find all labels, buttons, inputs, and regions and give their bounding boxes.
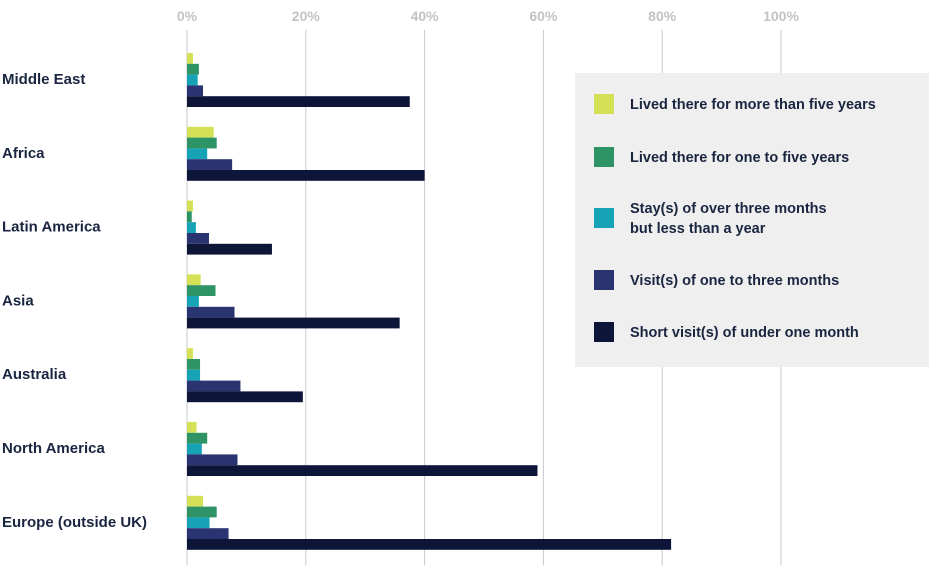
- bar: [187, 306, 235, 318]
- legend-swatch: [594, 147, 614, 167]
- bar: [187, 359, 201, 370]
- category-label: Europe (outside UK): [2, 514, 147, 531]
- legend-label: Lived there for more than five years: [630, 97, 876, 113]
- bar: [187, 391, 303, 403]
- bar: [187, 380, 241, 392]
- category-label: North America: [2, 440, 105, 457]
- category-labels: Middle East Africa Latin America Asia Austra…: [2, 71, 147, 531]
- bar: [187, 85, 204, 97]
- legend-label: Stay(s) of over three months: [630, 201, 827, 217]
- bar: [187, 63, 199, 75]
- x-tick-label: 80%: [648, 8, 677, 24]
- legend-label: Lived there for one to five years: [630, 150, 849, 166]
- legend-label: Visit(s) of one to three months: [630, 273, 839, 289]
- x-tick-label: 0%: [177, 8, 198, 24]
- bar: [187, 296, 199, 307]
- category-label: Middle East: [2, 71, 85, 88]
- bar: [187, 422, 197, 433]
- bars: [187, 53, 672, 550]
- bar: [187, 517, 210, 529]
- bar: [187, 243, 272, 255]
- x-tick-label: 20%: [292, 8, 321, 24]
- bar: [187, 454, 238, 466]
- bar: [187, 348, 193, 359]
- bar: [187, 528, 229, 539]
- legend-swatch: [594, 270, 614, 290]
- legend-background: [575, 73, 929, 367]
- category-label: Asia: [2, 292, 34, 309]
- bar: [187, 159, 233, 170]
- x-tick-label: 100%: [763, 8, 799, 24]
- bar: [187, 495, 204, 507]
- category-label: Australia: [2, 366, 67, 383]
- bar: [187, 211, 192, 223]
- legend-swatch: [594, 94, 614, 114]
- x-axis-tick-labels: 0% 20% 40% 60% 80% 100%: [177, 8, 800, 24]
- x-tick-label: 40%: [411, 8, 440, 24]
- bar: [187, 222, 196, 233]
- bar: [187, 126, 214, 138]
- bar: [187, 96, 410, 107]
- bar: [187, 170, 425, 181]
- legend-swatch: [594, 322, 614, 342]
- bar: [187, 274, 201, 286]
- bar: [187, 443, 202, 455]
- bar: [187, 317, 400, 329]
- bar: [187, 539, 672, 550]
- category-label: Africa: [2, 145, 45, 162]
- bar: [187, 137, 217, 149]
- bar: [187, 432, 208, 444]
- x-tick-label: 60%: [529, 8, 558, 24]
- bar: [187, 465, 538, 476]
- bar: [187, 369, 201, 381]
- legend-swatch: [594, 208, 614, 228]
- legend-label: but less than a year: [630, 221, 766, 237]
- legend-label: Short visit(s) of under one month: [630, 325, 859, 341]
- bar: [187, 285, 216, 296]
- bar: [187, 53, 193, 64]
- bar: [187, 233, 209, 244]
- legend: Lived there for more than five years Live…: [575, 73, 929, 367]
- bar: [187, 148, 208, 160]
- bar: [187, 200, 193, 212]
- category-label: Latin America: [2, 219, 101, 236]
- bar: [187, 74, 198, 86]
- bar: [187, 506, 217, 518]
